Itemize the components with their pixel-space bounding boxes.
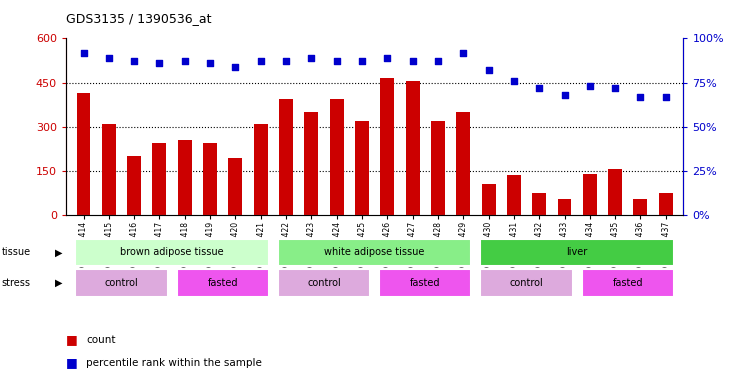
Text: fasted: fasted xyxy=(410,278,441,288)
Point xyxy=(609,85,621,91)
Bar xyxy=(532,193,546,215)
Text: tissue: tissue xyxy=(1,247,31,258)
Point xyxy=(103,55,115,61)
Point xyxy=(382,55,393,61)
Text: count: count xyxy=(86,335,115,345)
Bar xyxy=(659,193,673,215)
Bar xyxy=(480,270,572,297)
Point xyxy=(230,64,241,70)
Point xyxy=(129,58,140,65)
Bar xyxy=(102,124,115,215)
Bar xyxy=(431,121,445,215)
Bar xyxy=(558,199,572,215)
Bar xyxy=(75,270,167,297)
Bar xyxy=(634,199,648,215)
Bar xyxy=(456,112,470,215)
Bar xyxy=(608,169,622,215)
Text: control: control xyxy=(307,278,341,288)
Point xyxy=(179,58,191,65)
Point xyxy=(306,55,317,61)
Bar xyxy=(203,143,217,215)
Point xyxy=(482,67,494,73)
Bar xyxy=(330,99,344,215)
Text: stress: stress xyxy=(1,278,31,288)
Bar xyxy=(406,81,420,215)
Point xyxy=(356,58,368,65)
Text: percentile rank within the sample: percentile rank within the sample xyxy=(86,358,262,368)
Bar xyxy=(583,174,596,215)
Bar xyxy=(127,156,141,215)
Bar xyxy=(153,143,167,215)
Text: fasted: fasted xyxy=(613,278,643,288)
Bar xyxy=(75,239,269,266)
Bar xyxy=(480,239,674,266)
Point xyxy=(255,58,267,65)
Bar xyxy=(507,175,520,215)
Bar xyxy=(355,121,369,215)
Point xyxy=(458,50,469,56)
Text: ▶: ▶ xyxy=(55,247,62,258)
Text: ■: ■ xyxy=(66,356,77,369)
Bar xyxy=(77,93,91,215)
Point xyxy=(280,58,292,65)
Bar xyxy=(278,239,471,266)
Bar xyxy=(254,124,268,215)
Point xyxy=(534,85,545,91)
Point xyxy=(558,92,570,98)
Point xyxy=(77,50,89,56)
Text: control: control xyxy=(510,278,543,288)
Bar xyxy=(379,270,471,297)
Bar xyxy=(582,270,674,297)
Text: brown adipose tissue: brown adipose tissue xyxy=(121,247,224,258)
Text: liver: liver xyxy=(567,247,588,258)
Text: control: control xyxy=(105,278,138,288)
Text: ■: ■ xyxy=(66,333,77,346)
Bar xyxy=(278,270,370,297)
Point xyxy=(204,60,216,66)
Bar xyxy=(304,112,318,215)
Bar xyxy=(178,140,192,215)
Point xyxy=(508,78,520,84)
Bar xyxy=(482,184,496,215)
Point xyxy=(154,60,165,66)
Point xyxy=(584,83,596,89)
Bar xyxy=(380,78,394,215)
Text: ▶: ▶ xyxy=(55,278,62,288)
Point xyxy=(432,58,444,65)
Bar xyxy=(177,270,269,297)
Point xyxy=(406,58,418,65)
Point xyxy=(660,94,672,100)
Bar xyxy=(229,157,243,215)
Text: white adipose tissue: white adipose tissue xyxy=(325,247,425,258)
Point xyxy=(331,58,343,65)
Point xyxy=(635,94,646,100)
Text: GDS3135 / 1390536_at: GDS3135 / 1390536_at xyxy=(66,12,211,25)
Bar xyxy=(279,99,293,215)
Text: fasted: fasted xyxy=(208,278,238,288)
